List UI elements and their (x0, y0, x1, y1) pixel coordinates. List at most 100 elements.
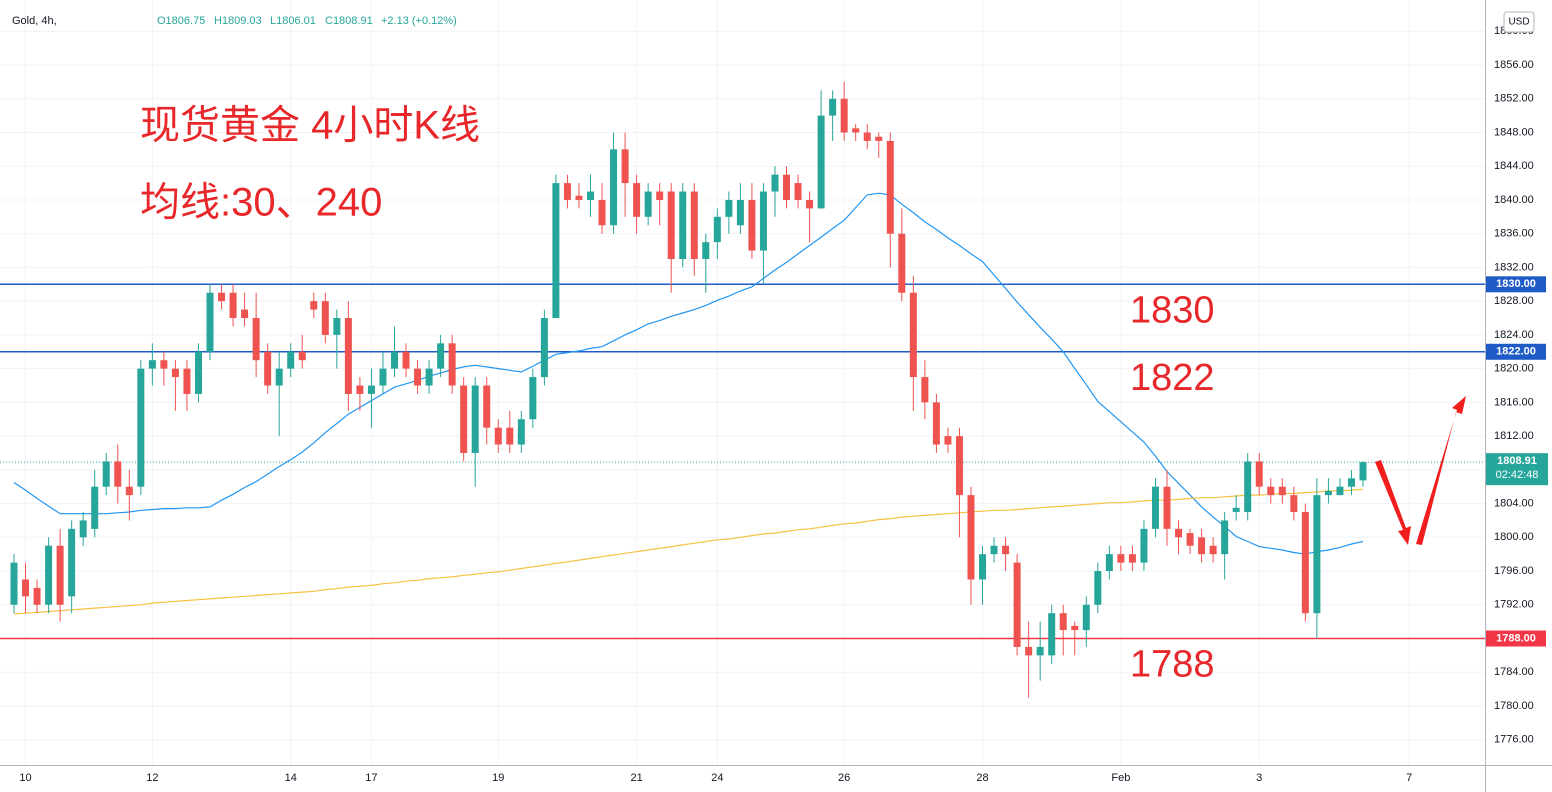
y-tick-label: 1792.00 (1494, 599, 1534, 611)
candle-body (414, 368, 422, 386)
y-tick-label: 1776.00 (1494, 734, 1534, 746)
candle-body (1117, 554, 1125, 563)
currency: USD (1508, 17, 1529, 28)
arrows (1375, 396, 1466, 545)
candle-body (1244, 461, 1252, 512)
candle-body (575, 195, 583, 200)
candle-body (298, 351, 306, 361)
y-tick-label: 1836.00 (1494, 228, 1534, 240)
candle-body (552, 183, 560, 319)
candle-body (45, 545, 53, 605)
candle-body (656, 191, 664, 200)
candle-body (91, 486, 99, 529)
candle-body (944, 436, 952, 445)
candle-body (310, 301, 318, 310)
candle-body (68, 528, 76, 597)
y-tick-label: 1832.00 (1494, 261, 1534, 273)
candle-body (56, 545, 64, 605)
x-tick-label: 12 (146, 772, 158, 784)
candle-body (1128, 554, 1136, 563)
candle-body (494, 427, 502, 445)
candle-body (356, 385, 364, 394)
y-tick-label: 1812.00 (1494, 430, 1534, 442)
candle-body (1094, 571, 1102, 605)
candle-body (425, 368, 433, 386)
y-tick-label: 1800.00 (1494, 531, 1534, 543)
x-tick-label: 19 (492, 772, 504, 784)
candle-body (759, 191, 767, 251)
last-price-label: 1808.91 (1497, 455, 1537, 467)
candle-body (137, 368, 145, 487)
candle-body (1025, 646, 1033, 656)
currency-box (1503, 11, 1535, 33)
candle-body (1175, 528, 1183, 538)
candle-body (1048, 613, 1056, 656)
candle-body (10, 562, 18, 605)
candle-body (517, 419, 525, 445)
candle-body (1324, 490, 1332, 496)
candle-body (1336, 486, 1344, 496)
candle-body (863, 132, 871, 141)
x-tick-label: 26 (838, 772, 850, 784)
candle-body (817, 115, 825, 209)
candle-body (644, 191, 652, 217)
candle-body (148, 360, 156, 369)
candle-body (160, 360, 168, 369)
x-tick-label: 3 (1256, 772, 1262, 784)
candle-body (806, 199, 814, 209)
candle-body (367, 385, 375, 394)
candle-body (483, 385, 491, 428)
candle-body (932, 402, 940, 445)
ohlc-low: L1806.01 (270, 15, 316, 27)
x-tick-label: 10 (19, 772, 31, 784)
candle-body (194, 351, 202, 394)
candle-body (1163, 486, 1171, 529)
candle-body (1290, 495, 1298, 512)
candle-body (379, 368, 387, 386)
candle-body (321, 301, 329, 335)
level-tag (1486, 343, 1546, 360)
candle-body (437, 343, 445, 369)
x-tick-label: 7 (1406, 772, 1412, 784)
candle-body (241, 309, 249, 319)
candle-body (1209, 545, 1217, 555)
candle-body (125, 486, 133, 496)
moving-average (13, 488, 1364, 615)
candle-body (1186, 533, 1194, 546)
x-tick-label: Feb (1111, 772, 1130, 784)
x-tick-label: 14 (285, 772, 297, 784)
candle-body (1221, 520, 1229, 555)
candle-body (390, 351, 398, 369)
candle-body (264, 351, 272, 386)
ohlc-open: O1806.75 (157, 15, 205, 27)
candle-body (114, 461, 122, 487)
candle-body (206, 292, 214, 352)
candle-body (852, 128, 860, 133)
candle-body (713, 216, 721, 243)
level-tag-label: 1788.00 (1496, 632, 1536, 644)
candle-body (679, 191, 687, 259)
candle-body (460, 385, 468, 453)
candle-body (886, 140, 894, 234)
x-tick-label: 21 (630, 772, 642, 784)
candle-body (1036, 646, 1044, 656)
candle-body (275, 368, 283, 386)
candle-body (771, 174, 779, 192)
candle-body (921, 377, 929, 403)
candle-body (725, 199, 733, 217)
candle-body (633, 183, 641, 217)
candle-body (967, 495, 975, 580)
candle-body (690, 191, 698, 259)
candle-body (1359, 462, 1367, 481)
x-tick-label: 17 (365, 772, 377, 784)
candle-body (829, 98, 837, 116)
ohlc-close: C1808.91 (325, 15, 373, 27)
x-tick-label: 24 (711, 772, 723, 784)
arrow-down (1375, 460, 1411, 545)
annotation-ma: 均线:30、240 (140, 181, 382, 225)
candle-body (1255, 461, 1263, 487)
arrow-up (1416, 396, 1466, 545)
candle-body (702, 242, 710, 259)
candle-body (1267, 486, 1275, 496)
